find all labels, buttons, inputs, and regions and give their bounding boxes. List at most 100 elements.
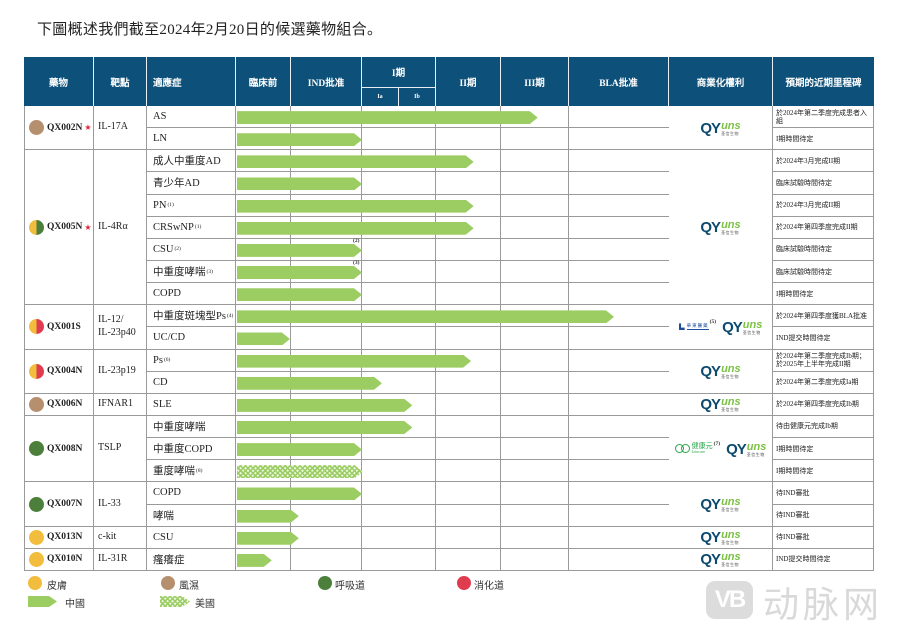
qyuns-logo: QY uns 荃信生物: [726, 441, 766, 457]
stage-row: [236, 527, 669, 549]
qyuns-logo: QY uns 荃信生物: [700, 496, 741, 513]
header-ind-approval: IND批准: [291, 57, 362, 106]
milestone-cell: 於2024年第二季度完成Ia期: [773, 371, 874, 394]
progress-bar-china: [237, 266, 362, 279]
grid-line: [290, 106, 291, 571]
qyuns-logo: QY uns 荃信生物: [700, 219, 740, 237]
target-cell: IL-17A: [94, 106, 147, 151]
therapeutic-area-dot-icon: [29, 529, 44, 545]
qyuns-logo-en: uns: [721, 396, 741, 409]
partner-name: 華東醫藥: [686, 323, 709, 331]
indication-cell: UC/CD: [147, 327, 236, 350]
qyuns-logo-en: uns: [721, 551, 741, 564]
drug-cell: QX013N: [24, 526, 94, 549]
qyuns-logo-mark: QY: [722, 318, 743, 336]
progress-bar-china: [237, 310, 614, 323]
indication-cell: CRSwNP (1): [147, 216, 236, 239]
progress-bar-china: [237, 399, 412, 412]
milestone-cell: 待IND審批: [773, 482, 874, 505]
rheumatology-dot-icon: [161, 576, 175, 590]
qyuns-logo-cn: 荃信生物: [721, 540, 740, 546]
progress-bar-china: [237, 532, 299, 545]
indication-cell: 成人中重度AD: [147, 150, 236, 173]
milestone-text: IND提交時間待定: [776, 333, 831, 342]
qyuns-logo-word: uns 荃信生物: [721, 396, 741, 413]
stage-row: [236, 172, 669, 195]
therapeutic-area-dot-icon: [29, 396, 44, 412]
indication-label: CSU: [153, 243, 174, 255]
drug-cell: QX010N: [24, 548, 94, 571]
progress-bar-china: [237, 111, 538, 124]
therapeutic-area-dot-icon: [29, 319, 44, 335]
stage-row: [236, 283, 669, 306]
milestone-cell: 於2024年第二季度完成患者入組: [773, 106, 874, 129]
milestone-text: I期時間待定: [776, 289, 814, 298]
drug-cell: QX005N ★: [24, 150, 94, 306]
drug-name: QX005N: [47, 222, 83, 233]
qyuns-logo-mark: QY: [700, 551, 721, 569]
target-cell: IL-4Rα: [94, 150, 147, 306]
milestone-text: 於2024年第四季度完成II期: [776, 223, 858, 232]
target-cell: IL-33: [94, 482, 147, 527]
milestone-text: I期時間待定: [776, 466, 814, 475]
joincare-logo: 健康元 Joincare (7): [674, 441, 720, 455]
qyuns-logo: QY uns 荃信生物: [722, 319, 762, 335]
partner-sub: Joincare: [691, 449, 705, 455]
qyuns-logo-mark: QY: [700, 496, 721, 513]
legend-label-china: 中國: [65, 599, 85, 610]
us-hatched-arrow-icon: [160, 596, 190, 607]
china-arrow-icon: [28, 596, 57, 607]
qyuns-logo: QY uns 荃信生物: [700, 551, 741, 569]
progress-bar-china: [237, 200, 474, 213]
qyuns-logo-cn: 荃信生物: [721, 130, 740, 136]
indication-label: SLE: [153, 398, 172, 410]
milestone-cell: 臨床試驗時間待定: [773, 238, 874, 261]
indication-label: 瘙癢症: [153, 554, 185, 566]
indication-label: PN: [153, 199, 167, 211]
qyuns-logo-mark: QY: [700, 219, 721, 237]
stage-row: [236, 394, 669, 416]
indication-label: 中重度哮喘: [153, 267, 206, 279]
progress-bar-china: [237, 554, 272, 567]
qyuns-logo-en: uns: [721, 496, 741, 508]
qyuns-logo-mark: QY: [700, 529, 721, 547]
indication-cell: 重度哮喘 (8): [147, 460, 236, 483]
skin-dot-icon: [28, 576, 42, 590]
stage-row: [236, 416, 669, 439]
commercial-rights-cell: QY uns 荃信生物: [669, 548, 773, 571]
stage-row: [236, 482, 669, 505]
milestone-cell: I期時間待定: [773, 128, 874, 151]
drug-cell: QX006N: [24, 393, 94, 416]
indication-label: LN: [153, 133, 167, 145]
progress-bar-china: [237, 155, 474, 168]
therapeutic-area-dot-icon: [29, 363, 44, 379]
stage-row: [236, 505, 669, 527]
drug-cell: QX004N: [24, 349, 94, 394]
stage-row: [236, 195, 669, 217]
target-cell: IL-31R: [94, 548, 147, 571]
milestone-cell: 臨床試驗時間待定: [773, 260, 874, 284]
qyuns-logo-word: uns 荃信生物: [747, 441, 767, 457]
qyuns-logo-cn: 荃信生物: [721, 230, 740, 236]
header-commercial-rights: 商業化權利: [669, 57, 773, 106]
qyuns-logo-word: uns 荃信生物: [721, 551, 741, 568]
stage-row: [236, 438, 669, 461]
milestone-cell: 於2024年第二季度完成Ib期；於2025年上半年完成II期: [773, 349, 874, 372]
milestone-text: IND提交時間待定: [776, 555, 831, 564]
huadong-medicine-logo: 華東醫藥 (5): [678, 319, 716, 331]
indication-label: CD: [153, 376, 168, 388]
qyuns-logo-mark: QY: [700, 119, 721, 137]
milestone-text: 於2024年第二季度完成患者入組: [776, 108, 867, 125]
indication-label: 中重度哮喘: [153, 422, 206, 434]
grid-line: [361, 106, 362, 571]
indication-cell: 中重度COPD: [147, 438, 236, 461]
qyuns-logo-word: uns 荃信生物: [721, 120, 741, 136]
watermark-text: 动脉网: [763, 585, 884, 626]
indication-cell: COPD: [147, 482, 236, 505]
commercial-rights-cell: QY uns 荃信生物: [669, 393, 773, 416]
indication-label: AS: [153, 111, 167, 123]
drug-name: QX002N: [47, 122, 83, 133]
progress-bar-china: [237, 288, 362, 301]
indication-cell: PN (1): [147, 194, 236, 217]
joincare-ring-icon: [680, 444, 690, 454]
